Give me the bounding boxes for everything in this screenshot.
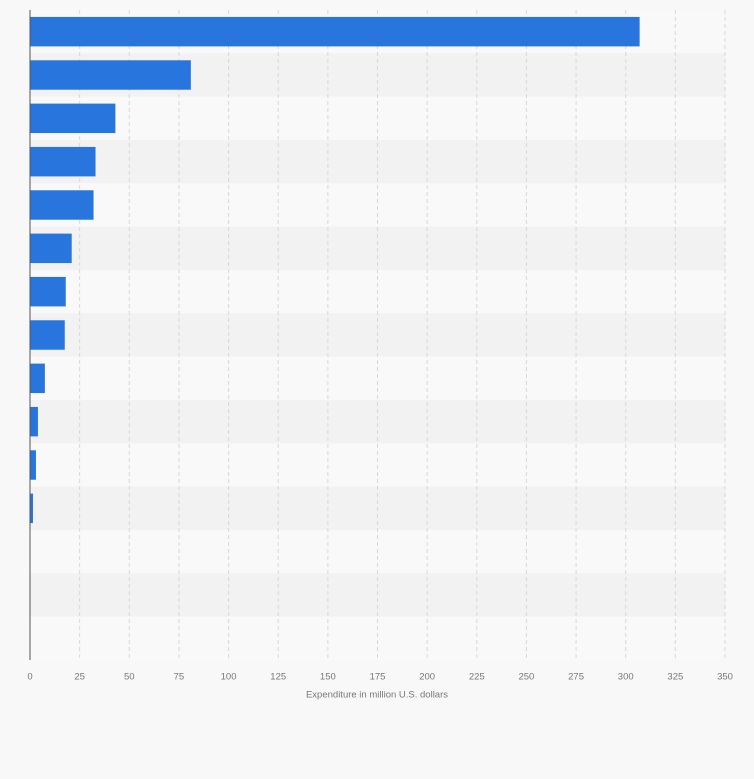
bar xyxy=(30,320,65,350)
x-tick-label: 275 xyxy=(568,672,584,683)
row-band xyxy=(30,183,725,227)
bar xyxy=(30,233,72,264)
x-tick-label: 150 xyxy=(320,672,336,683)
x-tick-label: 175 xyxy=(370,672,386,683)
x-tick-label: 325 xyxy=(667,672,683,683)
grid xyxy=(79,10,726,660)
x-tick-label: 0 xyxy=(27,672,32,683)
x-tick-label: 225 xyxy=(469,672,485,683)
x-tick-label: 200 xyxy=(419,672,435,683)
bar xyxy=(30,146,96,177)
bar xyxy=(30,450,36,480)
x-tick-label: 125 xyxy=(270,672,286,683)
bar xyxy=(30,493,33,524)
bar xyxy=(30,60,191,90)
row-band xyxy=(30,616,725,660)
x-tick-label: 300 xyxy=(618,672,634,683)
bar xyxy=(30,16,640,47)
x-tick-label: 50 xyxy=(124,672,135,683)
x-tick-label: 350 xyxy=(717,672,733,683)
bar xyxy=(30,406,38,437)
row-band xyxy=(30,400,725,444)
x-axis-label: Expenditure in million U.S. dollars xyxy=(306,690,448,701)
x-tick-label: 100 xyxy=(221,672,237,683)
bar xyxy=(30,363,45,394)
bar xyxy=(30,103,116,134)
x-tick-label: 25 xyxy=(74,672,85,683)
bar xyxy=(30,190,94,220)
x-tick-label: 75 xyxy=(174,672,185,683)
bars xyxy=(30,16,640,524)
row-band xyxy=(30,140,725,184)
x-tick-label: 250 xyxy=(518,672,534,683)
bar xyxy=(30,276,66,307)
